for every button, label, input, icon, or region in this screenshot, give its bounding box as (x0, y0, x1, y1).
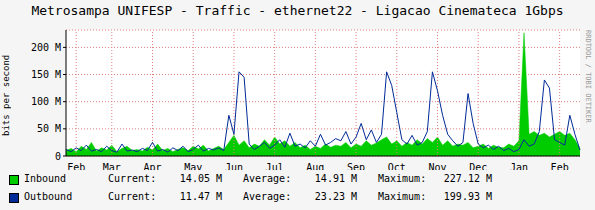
html-text:199.93 M: 199.93 M (443, 191, 492, 202)
svg-text:Feb: Feb (67, 162, 85, 170)
html-text:RRDTOOL / TOBI OETIKER: RRDTOOL / TOBI OETIKER (584, 30, 592, 123)
html-text:Current:: Current: (108, 191, 157, 202)
svg-text:200 M: 200 M (31, 42, 61, 53)
html-text:227.12 M: 227.12 M (443, 173, 492, 184)
svg-text:Aug: Aug (306, 162, 324, 170)
svg-text:Apr: Apr (143, 162, 161, 170)
html-text:11.47 M: 11.47 M (179, 191, 222, 202)
html-text:14.05 M: 14.05 M (179, 173, 222, 184)
html-text:Metrosampa UNIFESP - Traffic -: Metrosampa UNIFESP - Traffic - ethernet2… (31, 3, 564, 18)
svg-text:Feb: Feb (551, 162, 569, 170)
svg-text:Dec: Dec (469, 162, 487, 170)
svg-text:Mar: Mar (103, 162, 121, 170)
html-text:Maximum:: Maximum: (378, 173, 427, 184)
svg-text:Nov: Nov (428, 162, 446, 170)
svg-text:Jul: Jul (266, 162, 284, 170)
html-text:Average:: Average: (243, 173, 292, 184)
html-text:Maximum:: Maximum: (378, 191, 427, 202)
svg-text:50 M: 50 M (37, 123, 61, 134)
svg-text:Jan: Jan (510, 162, 528, 170)
svg-text:Jun: Jun (225, 162, 243, 170)
svg-text:Sep: Sep (347, 162, 365, 170)
html-text:bits per second: bits per second (1, 54, 11, 136)
html-text:Average:: Average: (243, 191, 292, 202)
svg-text:150 M: 150 M (31, 69, 61, 80)
svg-text:Oct: Oct (388, 162, 406, 170)
html-text:23.23 M: 23.23 M (314, 191, 357, 202)
html-text:Outbound: Outbound (24, 191, 73, 202)
svg-text:May: May (184, 162, 202, 170)
svg-text:0: 0 (55, 151, 61, 162)
html-text:14.91 M: 14.91 M (314, 173, 357, 184)
html-text:Current:: Current: (108, 173, 157, 184)
html-text:Inbound: Inbound (24, 173, 67, 184)
svg-text:100 M: 100 M (31, 96, 61, 107)
